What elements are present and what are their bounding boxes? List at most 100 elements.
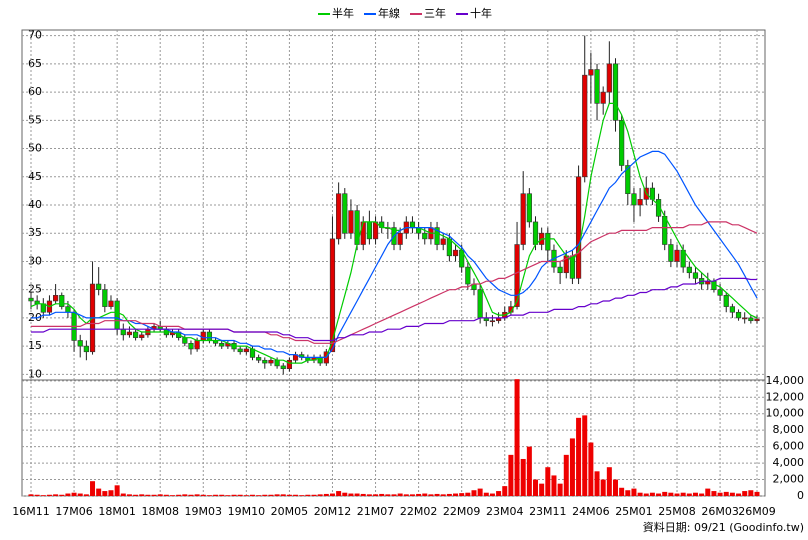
candle-body bbox=[65, 306, 71, 313]
volume-bar bbox=[206, 495, 212, 496]
candle-body bbox=[446, 238, 452, 257]
y-tick-label: 15 bbox=[28, 339, 42, 352]
volume-bar bbox=[397, 493, 403, 496]
volume-bar bbox=[53, 494, 59, 496]
y-tick-label: 35 bbox=[28, 226, 42, 239]
volume-bar bbox=[588, 442, 594, 496]
volume-bar bbox=[348, 493, 354, 496]
candle-body bbox=[182, 337, 188, 344]
legend-label: 十年 bbox=[470, 6, 492, 20]
candle-body bbox=[348, 210, 354, 234]
candle-body bbox=[194, 340, 200, 350]
volume-bar bbox=[151, 494, 157, 496]
candle-body bbox=[631, 193, 637, 206]
volume-bar bbox=[434, 493, 440, 496]
y-tick-label: 65 bbox=[28, 57, 42, 70]
candle-body bbox=[637, 199, 643, 206]
candle-body bbox=[108, 300, 114, 307]
candle-body bbox=[268, 359, 274, 364]
candle-body bbox=[514, 244, 520, 307]
volume-bar bbox=[699, 493, 705, 496]
x-tick-label: 18M01 bbox=[98, 505, 136, 518]
candle-body bbox=[582, 74, 588, 178]
plot-frame bbox=[21, 29, 766, 497]
candle-body bbox=[274, 359, 280, 367]
candle-body bbox=[286, 359, 293, 370]
candle-body bbox=[53, 295, 59, 302]
volume-bar bbox=[311, 494, 317, 496]
x-tick-label: 25M01 bbox=[615, 505, 653, 518]
y2-tick-label: 10,000 bbox=[766, 407, 805, 420]
volume-bar bbox=[483, 492, 489, 496]
volume-bar bbox=[96, 488, 102, 496]
volume-bar bbox=[28, 494, 34, 496]
candle-body bbox=[742, 317, 748, 320]
x-tick-label: 19M03 bbox=[185, 505, 223, 518]
volume-bar bbox=[656, 493, 662, 496]
volume-bar bbox=[83, 494, 89, 496]
volume-bar bbox=[502, 486, 508, 496]
legend-label: 年線 bbox=[378, 6, 400, 20]
volume-bar bbox=[705, 488, 711, 496]
x-tick-label: 20M12 bbox=[314, 505, 352, 518]
y2-tick-label: 2,000 bbox=[773, 473, 805, 486]
volume-bar bbox=[219, 494, 225, 496]
volume-bar bbox=[139, 494, 145, 496]
volume-bar bbox=[286, 494, 292, 496]
y-tick-label: 50 bbox=[28, 142, 42, 155]
candle-body bbox=[686, 266, 692, 274]
volume-bar bbox=[71, 492, 77, 496]
volume-bar bbox=[305, 494, 311, 496]
volume-bar bbox=[742, 491, 748, 496]
candle-body bbox=[219, 343, 225, 347]
volume-bar bbox=[409, 494, 415, 496]
y2-tick-label: 0 bbox=[797, 489, 804, 502]
y2-tick-label: 12,000 bbox=[766, 390, 805, 403]
y2-tick-label: 8,000 bbox=[773, 423, 805, 436]
candle-body bbox=[619, 120, 625, 166]
candle-body bbox=[575, 176, 582, 279]
volume-bar bbox=[465, 492, 471, 496]
candle-body bbox=[477, 289, 483, 319]
volume-bar bbox=[237, 494, 243, 496]
volume-bar bbox=[243, 495, 249, 496]
x-tick-label: 22M09 bbox=[443, 505, 481, 518]
volume-bar bbox=[90, 481, 96, 496]
volume-bar bbox=[114, 485, 120, 496]
candle-body bbox=[126, 331, 133, 336]
volume-bar bbox=[46, 494, 52, 496]
volume-bar bbox=[446, 493, 452, 496]
volume-bar bbox=[262, 494, 268, 496]
candle-body bbox=[465, 266, 471, 285]
candle-body bbox=[674, 249, 680, 262]
volume-bar bbox=[77, 493, 83, 496]
volume-bar bbox=[551, 475, 557, 496]
volume-bar bbox=[65, 493, 71, 496]
y-tick-label: 60 bbox=[28, 85, 42, 98]
volume-bar bbox=[336, 491, 342, 496]
candle-body bbox=[668, 244, 674, 262]
candle-body bbox=[77, 340, 83, 347]
y-tick-label: 70 bbox=[28, 29, 42, 42]
volume-bar bbox=[496, 491, 502, 496]
volume-bar bbox=[563, 454, 569, 496]
candle-body bbox=[606, 63, 612, 93]
volume-bar bbox=[594, 471, 600, 496]
y-tick-label: 10 bbox=[28, 367, 42, 380]
volume-bar bbox=[674, 493, 680, 496]
volume-bar bbox=[428, 494, 434, 496]
volume-bar bbox=[736, 493, 742, 496]
candle-body bbox=[132, 331, 139, 338]
volume-bar bbox=[59, 494, 65, 496]
legend-label: 半年 bbox=[332, 6, 354, 20]
volume-bar bbox=[379, 493, 385, 496]
volume-bar bbox=[508, 454, 514, 496]
x-tick-label: 18M08 bbox=[141, 505, 179, 518]
volume-bar bbox=[145, 494, 151, 496]
volume-bar bbox=[514, 379, 520, 496]
x-tick-label: 26M03 bbox=[701, 505, 739, 518]
volume-bar bbox=[213, 494, 219, 496]
x-tick-label: 21M07 bbox=[357, 505, 395, 518]
candle-body bbox=[360, 221, 366, 245]
